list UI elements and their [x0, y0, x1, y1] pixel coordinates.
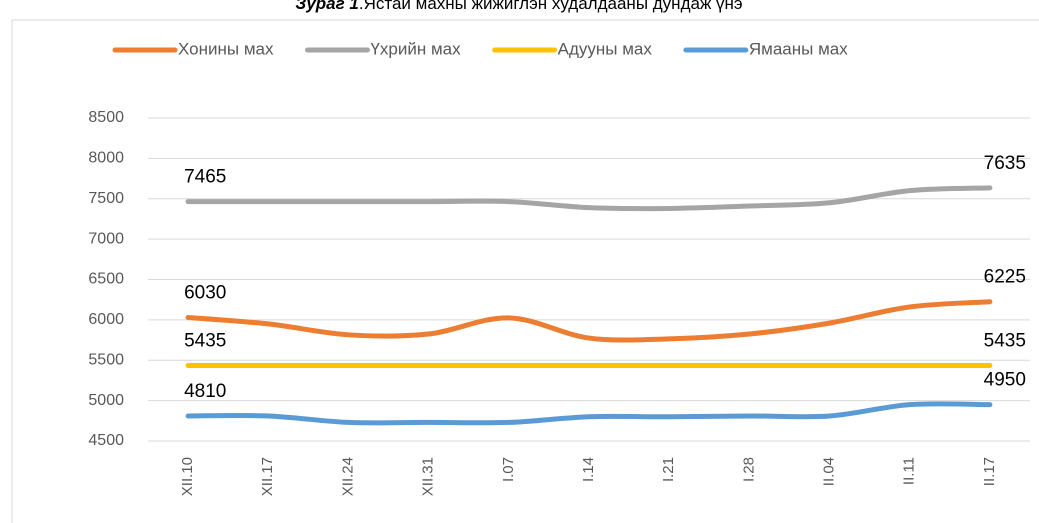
series-line	[185, 299, 993, 343]
y-tick-label: 7000	[88, 230, 124, 247]
x-tick-label: I.28	[740, 457, 757, 482]
x-tick-label: XII.17	[259, 457, 276, 496]
y-tick-label: 4500	[88, 432, 124, 449]
legend-label: Адууны мах	[558, 39, 653, 58]
y-tick-label: 6500	[88, 271, 124, 288]
y-tick-label: 5000	[88, 392, 124, 409]
figure-label: Зураг 1	[295, 0, 358, 13]
x-tick-label: I.21	[660, 457, 677, 482]
data-label: 7465	[184, 167, 226, 188]
data-label: 7635	[984, 153, 1026, 174]
chart-border	[11, 19, 1039, 523]
y-tick-label: 8000	[88, 150, 124, 167]
data-label: 4810	[184, 381, 226, 402]
y-tick-label: 8500	[88, 109, 124, 126]
data-label: 6225	[984, 267, 1026, 288]
chart-title: Зураг 1.Ястай махны жижиглэн худалдааны …	[295, 0, 742, 13]
legend-label: Хонины мах	[178, 39, 274, 58]
data-label: 4950	[984, 370, 1026, 391]
legend-label: Үхрийн мах	[370, 39, 461, 58]
x-tick-label: II.04	[821, 457, 838, 486]
legend-label: Ямааны мах	[749, 39, 848, 58]
data-label: 5435	[984, 331, 1026, 352]
series-line	[185, 401, 993, 426]
y-tick-label: 5500	[88, 351, 124, 368]
x-tick-label: I.07	[500, 457, 517, 482]
data-label: 6030	[184, 282, 226, 303]
data-label: 5435	[184, 331, 226, 352]
x-tick-label: II.11	[901, 457, 918, 485]
y-tick-label: 7500	[88, 190, 124, 207]
series-line	[185, 185, 993, 212]
x-tick-label: I.14	[580, 457, 597, 482]
x-tick-label: XII.24	[339, 457, 356, 496]
x-tick-label: II.17	[981, 457, 998, 486]
x-tick-label: XII.31	[420, 457, 437, 496]
y-tick-label: 6000	[88, 311, 124, 328]
x-tick-label: XII.10	[179, 457, 196, 496]
title-text: .Ястай махны жижиглэн худалдааны дундаж …	[359, 0, 743, 13]
